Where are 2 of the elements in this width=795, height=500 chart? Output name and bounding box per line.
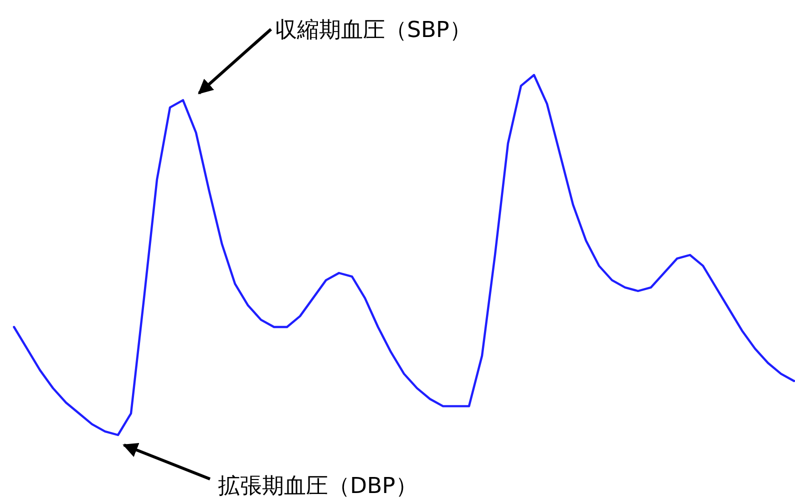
annotation: 拡張期血圧（DBP） xyxy=(218,474,418,499)
annotation: 収縮期血圧（SBP） xyxy=(275,18,472,44)
